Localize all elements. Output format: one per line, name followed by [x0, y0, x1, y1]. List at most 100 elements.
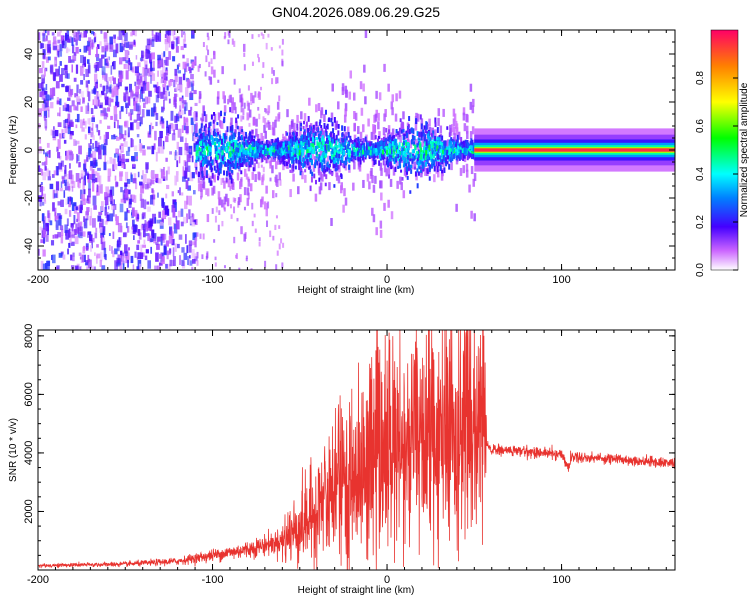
heatmap-cell	[179, 101, 183, 110]
heatmap-cell	[67, 113, 71, 120]
heatmap-cell	[246, 112, 249, 121]
heatmap-cell	[124, 130, 127, 136]
heatmap-cell	[446, 126, 449, 130]
heatmap-cell	[79, 221, 83, 226]
heatmap-cell	[315, 136, 318, 141]
heatmap-cell	[73, 215, 76, 224]
heatmap-cell	[87, 259, 92, 269]
heatmap-cell	[115, 86, 119, 96]
heatmap-cell	[142, 102, 146, 109]
heatmap-cell	[77, 181, 79, 188]
heatmap-cell	[469, 131, 473, 140]
heatmap-cell	[68, 228, 71, 238]
heatmap-cell	[69, 133, 73, 140]
heatmap-cell	[168, 30, 172, 36]
heatmap-cell	[121, 134, 124, 139]
heatmap-cell	[374, 175, 377, 184]
heatmap-cell	[265, 108, 268, 114]
heatmap-cell	[163, 202, 166, 211]
heatmap-cell	[263, 156, 266, 161]
heatmap-cell	[86, 266, 88, 270]
heatmap-cell	[127, 146, 131, 152]
heatmap-cell	[392, 167, 396, 176]
heatmap-cell	[167, 166, 170, 175]
heatmap-cell	[54, 129, 59, 137]
heatmap-cell	[57, 139, 61, 149]
heatmap-cell	[430, 143, 433, 150]
heatmap-cell	[461, 144, 464, 149]
heatmap-cell	[209, 147, 212, 152]
heatmap-cell	[142, 84, 145, 94]
heatmap-cell	[227, 39, 230, 45]
heatmap-cell	[155, 32, 158, 42]
heatmap-cell	[300, 122, 303, 127]
heatmap-cell	[53, 170, 57, 176]
heatmap-cell	[421, 155, 424, 162]
heatmap-cell	[237, 114, 240, 119]
heatmap-cell	[451, 157, 454, 162]
heatmap-cell	[260, 141, 263, 147]
heatmap-cell	[272, 121, 275, 130]
heatmap-cell	[79, 266, 81, 270]
heatmap-cell	[86, 195, 89, 201]
heatmap-cell	[416, 160, 419, 164]
heatmap-cell	[67, 126, 71, 135]
heatmap-cell	[172, 30, 175, 37]
heatmap-cell	[77, 222, 82, 232]
heatmap-cell	[404, 166, 407, 173]
heatmap-cell	[75, 173, 80, 182]
heatmap-cell	[357, 161, 360, 166]
heatmap-cell	[202, 154, 205, 159]
heatmap-cell	[336, 164, 339, 171]
snr-frame	[37, 329, 676, 571]
heatmap-cell	[216, 165, 219, 169]
heatmap-cell	[267, 33, 270, 38]
heatmap-cell	[360, 149, 363, 155]
heatmap-cell	[95, 54, 99, 58]
heatmap-cell	[88, 118, 91, 126]
heatmap-cell	[157, 147, 161, 154]
heatmap-cell	[111, 246, 113, 254]
heatmap-cell	[232, 197, 235, 202]
heatmap-cell	[287, 146, 290, 151]
heatmap-cell	[68, 210, 72, 217]
heatmap-cell	[233, 132, 236, 137]
heatmap-cell	[420, 169, 423, 173]
heatmap-cell	[265, 208, 269, 217]
heatmap-cell	[55, 165, 59, 176]
heatmap-cell	[227, 166, 230, 171]
heatmap-cell	[188, 195, 192, 206]
heatmap-cell	[355, 149, 358, 153]
heatmap-cell	[105, 186, 110, 196]
heatmap-cell	[102, 72, 106, 80]
heatmap-cell	[86, 84, 89, 92]
heatmap-cell	[108, 233, 111, 237]
heatmap-cell	[333, 117, 336, 123]
heatmap-cell	[235, 117, 238, 124]
heatmap-cell	[275, 264, 278, 270]
heatmap-cell	[108, 76, 112, 82]
heatmap-cell	[401, 155, 404, 160]
heatmap-cell	[322, 138, 325, 145]
heatmap-cell	[88, 188, 91, 198]
heatmap-cell	[81, 127, 85, 132]
heatmap-cell	[285, 161, 288, 166]
heatmap-cell	[399, 176, 402, 185]
heatmap-cell	[238, 159, 241, 165]
heatmap-cell	[282, 242, 285, 248]
heatmap-cell	[161, 73, 165, 84]
heatmap-cell	[161, 120, 165, 129]
heatmap-cell	[267, 156, 270, 164]
heatmap-cell	[313, 173, 316, 179]
heatmap-cell	[308, 97, 311, 106]
heatmap-cell	[59, 30, 62, 33]
heatmap-cell	[343, 188, 346, 197]
heatmap-cell	[69, 196, 72, 202]
heatmap-cell	[442, 159, 445, 168]
heatmap-cell	[247, 102, 250, 111]
heatmap-cell	[338, 153, 341, 159]
heatmap-cell	[439, 160, 442, 166]
heatmap-cell	[177, 128, 182, 138]
heatmap-cell	[391, 141, 394, 146]
heatmap-cell	[136, 113, 141, 121]
